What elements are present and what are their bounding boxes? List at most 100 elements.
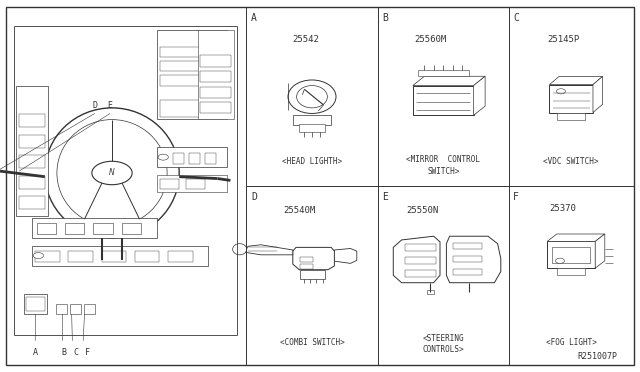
Bar (157, 175, 227, 192)
Bar (417, 70, 468, 76)
Text: <MIRROR  CONTROL
SWITCH>: <MIRROR CONTROL SWITCH> (406, 155, 480, 176)
Polygon shape (447, 236, 500, 283)
Bar (19, 135, 45, 148)
Polygon shape (550, 77, 603, 85)
Text: R251007P: R251007P (578, 352, 618, 361)
Bar (200, 55, 231, 67)
Bar (19, 155, 45, 168)
Text: F: F (513, 192, 519, 202)
Bar (557, 112, 585, 120)
Text: B: B (61, 348, 67, 357)
Bar (56, 304, 67, 314)
Circle shape (158, 154, 168, 160)
Bar (26, 297, 45, 311)
Bar (168, 251, 193, 262)
Bar (453, 256, 482, 262)
Bar (35, 251, 60, 262)
Text: 25542: 25542 (292, 35, 319, 44)
Bar (157, 147, 227, 167)
Text: 25370: 25370 (550, 204, 577, 213)
Text: C: C (73, 348, 78, 357)
Bar (557, 268, 585, 275)
Bar (301, 257, 314, 262)
Bar (200, 87, 231, 98)
Text: D: D (92, 101, 97, 110)
Ellipse shape (45, 108, 179, 238)
Text: <STEERING
CONTROLS>: <STEERING CONTROLS> (422, 334, 464, 355)
Polygon shape (245, 245, 293, 255)
Bar (160, 47, 224, 57)
Bar (68, 251, 93, 262)
Text: N: N (109, 169, 115, 177)
Bar (301, 270, 324, 279)
Polygon shape (293, 247, 334, 270)
Bar (300, 124, 324, 132)
Bar (186, 179, 205, 189)
Bar (160, 179, 179, 189)
Text: <VDC SWITCH>: <VDC SWITCH> (543, 157, 599, 166)
Polygon shape (593, 77, 603, 112)
Text: 25550N: 25550N (406, 206, 438, 215)
Bar (93, 223, 113, 234)
Bar (160, 61, 224, 71)
Circle shape (556, 258, 564, 263)
Ellipse shape (297, 86, 328, 108)
Ellipse shape (92, 161, 132, 185)
Ellipse shape (233, 244, 247, 255)
Bar (19, 196, 45, 209)
Text: 25540M: 25540M (284, 206, 316, 215)
Bar (200, 102, 231, 113)
Bar (135, 251, 159, 262)
Bar (453, 243, 482, 249)
Bar (102, 251, 126, 262)
Bar (293, 115, 332, 125)
Bar (189, 153, 200, 164)
Text: A: A (33, 348, 38, 357)
Text: <COMBI SWITCH>: <COMBI SWITCH> (280, 338, 344, 347)
Bar (122, 223, 141, 234)
Polygon shape (393, 236, 440, 283)
Bar (65, 223, 84, 234)
Bar (205, 153, 216, 164)
Text: D: D (251, 192, 257, 202)
Polygon shape (595, 234, 605, 268)
Text: E: E (382, 192, 388, 202)
Bar (16, 86, 48, 216)
Bar (453, 269, 482, 275)
Bar (160, 100, 224, 117)
Bar (552, 247, 590, 263)
Text: F: F (84, 348, 90, 357)
Bar (405, 244, 436, 251)
Bar (157, 30, 227, 119)
Text: 25145P: 25145P (547, 35, 579, 44)
Text: C: C (513, 13, 519, 23)
Circle shape (557, 89, 566, 94)
Bar (405, 257, 436, 264)
Bar (37, 223, 56, 234)
Polygon shape (334, 248, 357, 263)
Bar (200, 71, 231, 82)
Text: 25560M: 25560M (414, 35, 446, 44)
Polygon shape (474, 76, 485, 115)
Bar (550, 85, 593, 112)
Bar (84, 304, 95, 314)
Bar (24, 294, 47, 314)
Bar (32, 218, 157, 238)
Bar (428, 290, 434, 294)
Bar (19, 114, 45, 127)
Text: B: B (382, 13, 388, 23)
Bar (32, 246, 208, 266)
Ellipse shape (57, 119, 167, 226)
Ellipse shape (288, 80, 336, 113)
Text: A: A (251, 13, 257, 23)
Polygon shape (547, 234, 605, 241)
Text: <FOG LIGHT>: <FOG LIGHT> (546, 338, 596, 347)
Bar (413, 86, 474, 115)
Bar (198, 30, 234, 119)
Circle shape (211, 97, 224, 104)
Text: <HEAD LIGHTH>: <HEAD LIGHTH> (282, 157, 342, 166)
Bar (173, 153, 184, 164)
Text: E: E (108, 101, 113, 110)
Bar (405, 270, 436, 277)
Polygon shape (413, 76, 485, 86)
